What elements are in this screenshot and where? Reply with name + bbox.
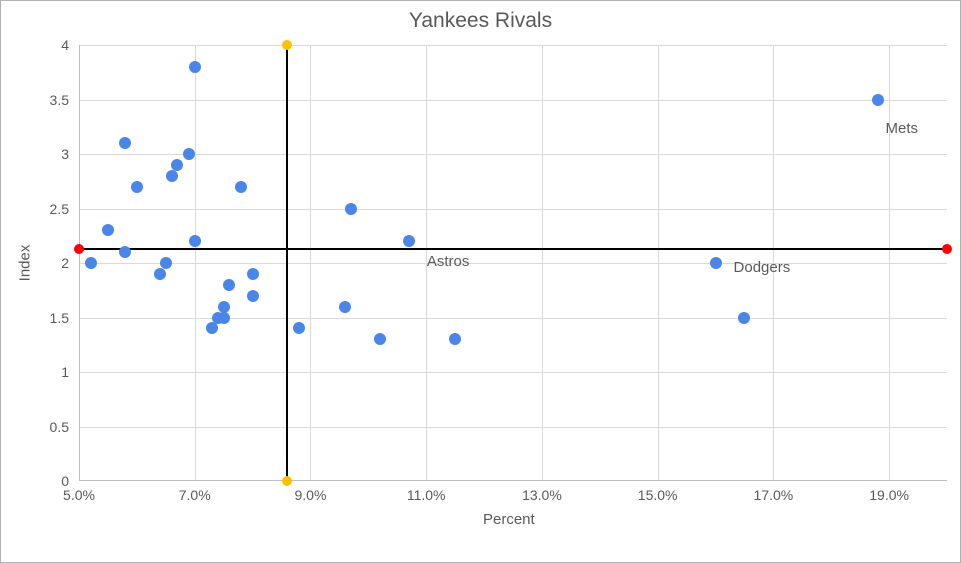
data-point [247, 290, 259, 302]
grid-line-horizontal [79, 154, 947, 155]
y-tick-label: 4 [61, 37, 69, 53]
y-tick-label: 3 [61, 146, 69, 162]
grid-line-horizontal [79, 427, 947, 428]
data-point [223, 279, 235, 291]
scatter-chart: Yankees Rivals Astros Dodgers Mets Percent… [0, 0, 961, 563]
data-point [183, 148, 195, 160]
x-tick-label: 11.0% [407, 487, 446, 503]
x-tick-label: 9.0% [294, 487, 326, 503]
x-tick-label: 17.0% [754, 487, 794, 503]
reference-line-vertical [286, 45, 288, 481]
data-point [218, 312, 230, 324]
reference-endpoint-vertical [282, 40, 292, 50]
data-point-label: Mets [886, 120, 919, 137]
data-point [102, 224, 114, 236]
reference-endpoint-horizontal [942, 244, 952, 254]
data-point [166, 170, 178, 182]
y-tick-label: 1.5 [50, 310, 69, 326]
x-axis-label: Percent [483, 511, 535, 528]
data-point [189, 235, 201, 247]
data-point [235, 181, 247, 193]
data-point [131, 181, 143, 193]
data-point [189, 61, 201, 73]
data-point [206, 322, 218, 334]
reference-endpoint-horizontal [74, 244, 84, 254]
y-tick-label: 0.5 [50, 419, 69, 435]
data-point [339, 301, 351, 313]
y-tick-label: 1 [61, 364, 69, 380]
grid-line-horizontal [79, 372, 947, 373]
grid-line-horizontal [79, 263, 947, 264]
y-tick-label: 2 [61, 255, 69, 271]
x-tick-label: 19.0% [869, 487, 909, 503]
data-point-label: Astros [427, 253, 470, 270]
x-tick-label: 13.0% [522, 487, 562, 503]
grid-line-horizontal [79, 100, 947, 101]
data-point [119, 246, 131, 258]
y-tick-label: 2.5 [50, 201, 69, 217]
grid-line-horizontal [79, 209, 947, 210]
grid-line-horizontal [79, 45, 947, 46]
data-point [345, 203, 357, 215]
data-point [403, 235, 415, 247]
data-point [710, 257, 722, 269]
x-tick-label: 5.0% [63, 487, 95, 503]
data-point [247, 268, 259, 280]
data-point [374, 333, 386, 345]
plot-area: Astros Dodgers Mets [79, 45, 947, 481]
data-point-label: Dodgers [734, 259, 791, 276]
reference-endpoint-vertical [282, 476, 292, 486]
data-point [85, 257, 97, 269]
y-axis-label: Index [17, 245, 34, 282]
data-point [293, 322, 305, 334]
data-point [171, 159, 183, 171]
chart-title: Yankees Rivals [1, 9, 960, 33]
reference-line-horizontal [79, 248, 947, 250]
data-point [119, 137, 131, 149]
data-point [160, 257, 172, 269]
x-axis-line [79, 480, 947, 481]
data-point [449, 333, 461, 345]
data-point [738, 312, 750, 324]
x-tick-label: 7.0% [179, 487, 211, 503]
y-tick-label: 0 [61, 473, 69, 489]
y-tick-label: 3.5 [50, 92, 69, 108]
data-point [154, 268, 166, 280]
grid-line-horizontal [79, 318, 947, 319]
data-point [218, 301, 230, 313]
y-axis-line [79, 45, 80, 481]
x-tick-label: 15.0% [638, 487, 678, 503]
data-point [872, 94, 884, 106]
